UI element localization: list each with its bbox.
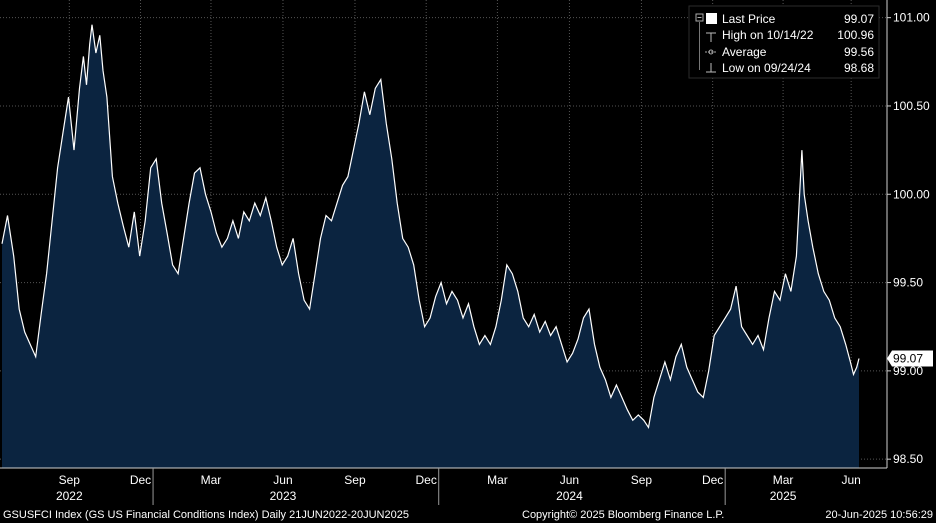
y-tick-label: 99.50 [893, 276, 923, 290]
x-tick-label-month: Mar [487, 473, 508, 487]
y-tick-label: 98.50 [893, 452, 923, 466]
legend-low-label: Low on 09/24/24 [722, 61, 811, 75]
legend-low-icon [706, 63, 716, 73]
series-area-fill [2, 24, 859, 468]
x-tick-label-month: Jun [273, 473, 292, 487]
y-axis-ticks: 101.00 100.50 100.00 99.50 99.00 98.50 [887, 11, 930, 466]
last-value-label: 99.07 [893, 352, 923, 366]
legend-high-icon [706, 32, 716, 42]
legend-average-icon [705, 49, 717, 55]
x-tick-label-year: 2024 [556, 489, 583, 503]
x-tick-label-year: 2025 [770, 489, 797, 503]
legend-high-label: High on 10/14/22 [722, 28, 814, 42]
x-tick-label-month: Sep [344, 473, 366, 487]
footer-security-info: GSUSFCI Index (GS US Financial Condition… [3, 509, 409, 521]
x-tick-label-year: 2022 [56, 489, 83, 503]
x-tick-label-month: Jun [560, 473, 579, 487]
x-tick-label-month: Mar [201, 473, 222, 487]
legend-collapse-icon[interactable] [695, 13, 704, 22]
x-tick-label-month: Dec [416, 473, 437, 487]
x-tick-label-month: Dec [702, 473, 723, 487]
legend-low-value: 98.68 [844, 61, 874, 75]
legend-average-value: 99.56 [844, 45, 874, 59]
x-tick-label-year: 2023 [270, 489, 297, 503]
legend-average-label: Average [722, 45, 767, 59]
x-tick-label-month: Sep [631, 473, 653, 487]
x-tick-label-month: Mar [773, 473, 794, 487]
legend-last-price-swatch [706, 13, 717, 24]
legend-high-value: 100.96 [837, 28, 874, 42]
legend-box [688, 5, 880, 79]
y-tick-label: 100.00 [893, 187, 930, 201]
legend-last-price-label: Last Price [722, 12, 776, 26]
last-value-tag [887, 350, 933, 367]
footer-timestamp: 20-Jun-2025 10:56:29 [825, 509, 933, 521]
y-tick-label: 101.00 [893, 11, 930, 25]
legend-last-price-value: 99.07 [844, 12, 874, 26]
last-value-marker: 99.07 [887, 350, 933, 367]
legend: Last Price 99.07 High on 10/14/22 100.96… [688, 5, 880, 79]
x-tick-label-month: Sep [59, 473, 81, 487]
series-line-last-price [1, 24, 860, 429]
footer-copyright: Copyright© 2025 Bloomberg Finance L.P. [522, 509, 724, 521]
x-axis-ticks: Sep Dec Mar Jun Sep Dec Mar Jun Sep Dec Mar Jun 2022… [56, 468, 861, 505]
y-tick-label: 99.00 [893, 364, 923, 378]
y-tick-label: 100.50 [893, 99, 930, 113]
x-tick-label-month: Jun [841, 473, 860, 487]
footer: GSUSFCI Index (GS US Financial Condition… [3, 509, 933, 521]
x-tick-label-month: Dec [130, 473, 151, 487]
